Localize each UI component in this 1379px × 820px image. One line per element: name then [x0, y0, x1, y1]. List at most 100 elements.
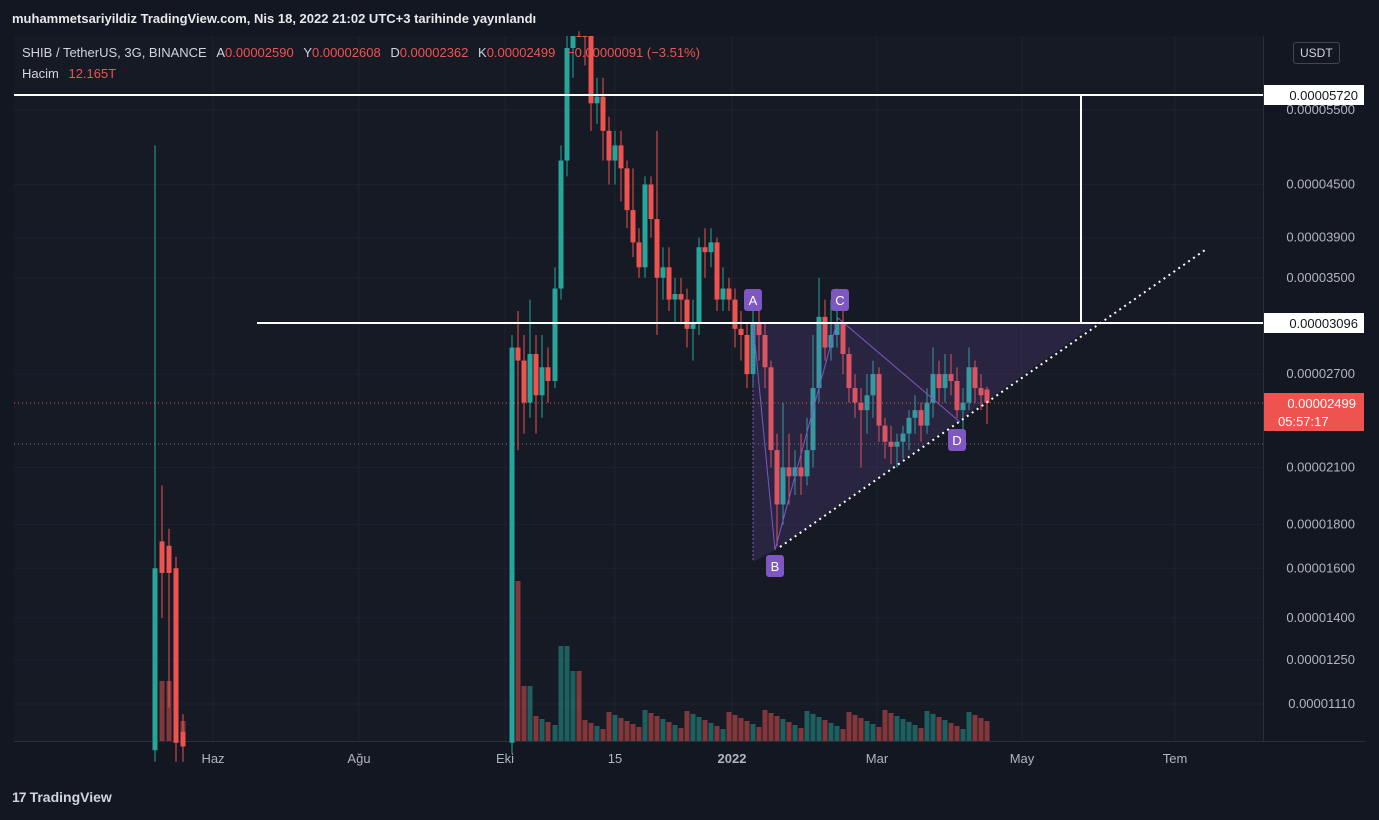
volume-bar	[630, 724, 636, 741]
candle-body	[630, 210, 636, 243]
volume-bar	[816, 717, 822, 741]
volume-bar	[966, 712, 972, 741]
candle-body	[714, 242, 720, 300]
candle-body	[527, 354, 533, 403]
candle-body	[966, 367, 972, 403]
candle-body	[792, 467, 798, 477]
volume-bar	[539, 719, 545, 741]
time-scale[interactable]	[14, 741, 1365, 776]
price-tick-label: 0.00001600	[1286, 560, 1355, 575]
price-tick-label: 0.00005500	[1286, 102, 1355, 117]
candle-body	[768, 367, 774, 451]
candle-body	[894, 441, 900, 447]
volume-bar	[984, 721, 990, 741]
volume-bar	[876, 727, 882, 741]
price-scale[interactable]	[1263, 36, 1366, 741]
volume-bar	[166, 681, 172, 741]
volume-bar	[552, 725, 558, 741]
price-tick-label: 0.00003500	[1286, 270, 1355, 285]
time-tick-label: 15	[608, 751, 622, 766]
volume-bar	[822, 720, 828, 741]
volume-bar	[834, 726, 840, 741]
volume-bar	[588, 723, 594, 741]
volume-bar	[702, 720, 708, 741]
volume-bar	[648, 713, 654, 741]
legend-symbol: SHIB / TetherUS, 3G, BINANCE	[22, 45, 207, 60]
candle-body	[509, 347, 515, 743]
volume-bar	[666, 722, 672, 741]
candle-body	[828, 334, 834, 348]
volume-bar	[624, 721, 630, 741]
candle-body	[515, 347, 521, 361]
volume-bar	[798, 728, 804, 741]
volume-bar	[750, 724, 756, 741]
volume-bar	[924, 711, 930, 741]
candle-body	[846, 354, 852, 389]
volume-bar	[527, 686, 533, 741]
last-price-badge	[1264, 393, 1364, 431]
candle-body	[552, 288, 558, 382]
candle-body	[876, 374, 882, 426]
volume-bar	[618, 718, 624, 741]
volume-bar	[708, 723, 714, 741]
candle-body	[972, 367, 978, 389]
level-mid-label: 0.00003096	[1289, 316, 1358, 331]
volume-bar	[672, 725, 678, 741]
pattern-point-label: D	[952, 433, 961, 448]
chart-pane[interactable]	[14, 36, 1263, 741]
currency-badge[interactable]: USDT	[1293, 42, 1340, 64]
volume-bar	[654, 716, 660, 741]
volume-bar	[768, 713, 774, 741]
tradingview-logo-icon: 17	[12, 789, 27, 805]
time-tick-label: Tem	[1163, 751, 1188, 766]
volume-bar	[882, 710, 888, 741]
candle-body	[744, 334, 750, 375]
volume-bar	[900, 719, 906, 741]
volume-bar	[678, 728, 684, 741]
candle-body	[942, 374, 948, 389]
candle-body	[852, 388, 858, 403]
volume-bar	[684, 711, 690, 741]
volume-bar	[858, 718, 864, 741]
candle-body	[618, 145, 624, 169]
candle-body	[588, 36, 594, 104]
volume-bar	[744, 721, 750, 741]
time-tick-label: Haz	[201, 751, 224, 766]
volume-bar	[533, 716, 539, 741]
volume-bar	[173, 671, 179, 741]
time-tick-label: Mar	[866, 751, 889, 766]
legend-volume-label: Hacim	[22, 66, 59, 81]
candle-body	[558, 160, 564, 289]
candle-body	[954, 381, 960, 411]
candle-body	[780, 467, 786, 505]
candle-body	[726, 288, 732, 300]
price-tick-label: 0.00002100	[1286, 459, 1355, 474]
candle-body	[654, 219, 660, 278]
candle-body	[166, 545, 172, 573]
pattern-point-badge	[948, 429, 966, 451]
volume-bar	[521, 686, 527, 741]
tradingview-logo[interactable]: 17 TradingView	[12, 789, 112, 805]
volume-bar	[930, 714, 936, 741]
candle-body	[720, 288, 726, 300]
volume-bar	[972, 715, 978, 741]
volume-bar	[606, 712, 612, 741]
volume-bar	[159, 681, 165, 741]
volume-bar	[852, 715, 858, 741]
volume-bar	[564, 646, 570, 741]
volume-bar	[960, 729, 966, 741]
price-tick-label: 0.00001250	[1286, 652, 1355, 667]
volume-bar	[786, 722, 792, 741]
volume-bar	[642, 710, 648, 741]
legend-open: 0.00002590	[225, 45, 294, 60]
legend-close: 0.00002499	[486, 45, 556, 60]
candle-body	[600, 96, 606, 131]
volume-bar	[918, 728, 924, 741]
price-tick-label: 0.00002700	[1286, 366, 1355, 381]
publish-header: muhammetsariyildiz TradingView.com, Nis …	[0, 0, 1379, 36]
candle-body	[533, 354, 539, 396]
volume-bar	[720, 729, 726, 741]
candle-body	[708, 242, 714, 253]
candle-body	[636, 242, 642, 268]
